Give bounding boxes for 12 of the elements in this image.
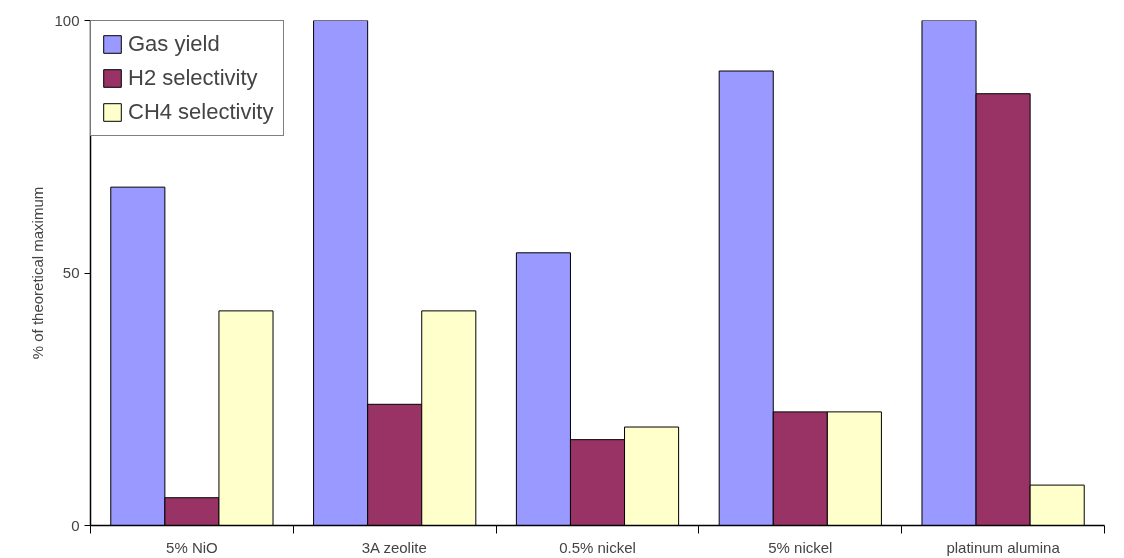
x-tick-label: 0.5% nickel xyxy=(559,538,636,556)
legend-label: H2 selectivity xyxy=(128,65,258,91)
y-tick-label: 0 xyxy=(71,516,80,534)
x-tick-label: 3A zeolite xyxy=(361,538,427,556)
legend-label: CH4 selectivity xyxy=(128,99,274,125)
x-tick-label: platinum alumina xyxy=(946,538,1061,556)
x-tick-label: 5% NiO xyxy=(166,538,218,556)
y-tick-label: 50 xyxy=(62,264,80,281)
y-axis-title: % of theoretical maximum xyxy=(29,186,47,360)
y-tick-label: 100 xyxy=(54,11,80,29)
legend-label: Gas yield xyxy=(128,31,220,57)
x-tick-label: 5% nickel xyxy=(768,538,833,556)
